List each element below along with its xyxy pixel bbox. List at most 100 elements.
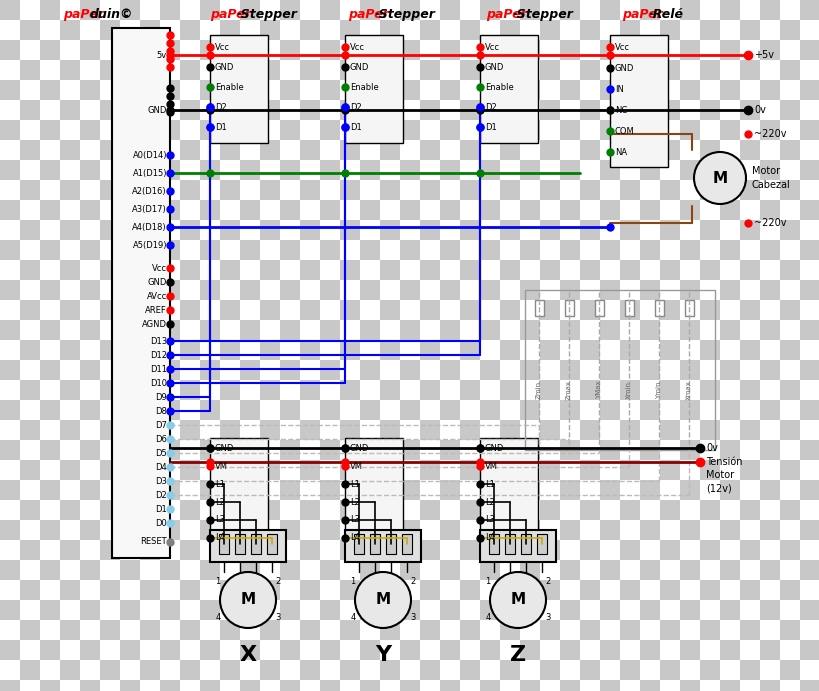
Bar [579,360,600,380]
Text: A4(D18): A4(D18) [132,223,167,231]
Bar [40,140,60,160]
Bar [739,500,759,520]
Bar [0,140,20,160]
Bar [419,100,440,120]
Bar [140,480,160,500]
Bar [400,680,419,691]
Bar [340,420,360,440]
Bar [639,60,659,80]
Bar [759,460,779,480]
Bar [40,120,60,140]
Bar [40,500,60,520]
Bar [100,440,120,460]
Bar [559,300,579,320]
Bar [500,480,519,500]
Bar [719,400,739,420]
Bar [699,640,719,660]
Bar [540,560,559,580]
Bar [519,520,540,540]
Bar [340,360,360,380]
Bar [20,360,40,380]
Bar [719,140,739,160]
Bar [279,120,300,140]
Bar [0,0,20,20]
Bar [540,340,559,360]
Bar [240,20,260,40]
Bar [619,560,639,580]
Bar [240,440,260,460]
Bar [379,640,400,660]
Text: Y: Y [374,645,391,665]
Bar [219,160,240,180]
Bar [559,100,579,120]
Bar [379,140,400,160]
Bar [319,560,340,580]
Bar [659,100,679,120]
Bar [639,340,659,360]
Bar [80,340,100,360]
Bar [160,500,180,520]
Bar [579,660,600,680]
Bar [440,180,459,200]
Bar [379,680,400,691]
Bar [659,580,679,600]
Bar [624,300,633,316]
Bar [500,0,519,20]
Bar [260,60,279,80]
Bar [739,100,759,120]
Bar [440,80,459,100]
Bar [160,660,180,680]
Bar [379,540,400,560]
Bar [540,440,559,460]
Bar [619,280,639,300]
Bar [699,420,719,440]
Bar [80,640,100,660]
Bar [559,260,579,280]
Bar [219,260,240,280]
Bar [659,20,679,40]
Bar [180,340,200,360]
Bar [319,280,340,300]
Bar [739,120,759,140]
Bar [639,540,659,560]
Text: Vcc: Vcc [614,43,629,52]
Bar [699,600,719,620]
Bar [505,534,514,554]
Bar [379,620,400,640]
Bar [440,100,459,120]
Bar [160,60,180,80]
Bar [500,340,519,360]
Bar [639,400,659,420]
Bar [0,260,20,280]
Bar [100,120,120,140]
Bar [260,80,279,100]
Bar [345,35,402,143]
Bar [799,400,819,420]
Text: Tensión: Tensión [705,457,741,467]
Bar [519,80,540,100]
Bar [779,340,799,360]
Bar [500,80,519,100]
Bar [459,20,479,40]
Bar [759,140,779,160]
Text: 2: 2 [410,578,415,587]
Bar [260,200,279,220]
Bar [739,640,759,660]
Bar [240,280,260,300]
Bar [799,260,819,280]
Bar [440,320,459,340]
Bar [360,240,379,260]
Bar [519,160,540,180]
Bar [379,660,400,680]
Bar [679,240,699,260]
Bar [319,540,340,560]
Bar [180,260,200,280]
Bar [319,60,340,80]
Bar [112,28,170,558]
Bar [160,120,180,140]
Bar [579,520,600,540]
Bar [440,60,459,80]
Bar [20,120,40,140]
Bar [120,680,140,691]
Bar [440,360,459,380]
